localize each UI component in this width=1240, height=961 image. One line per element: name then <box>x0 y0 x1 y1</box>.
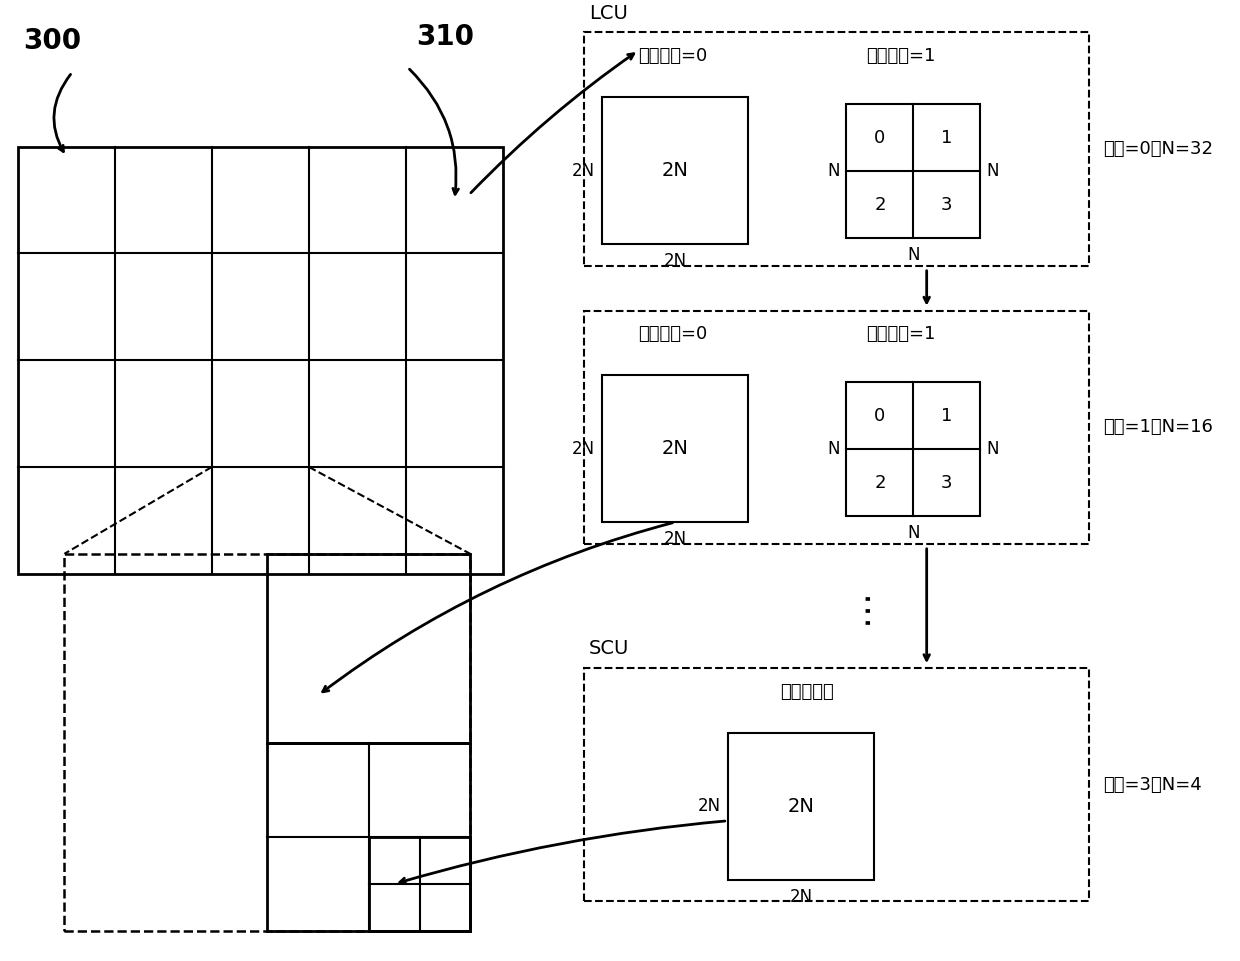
Text: ⋯: ⋯ <box>849 588 883 624</box>
Text: 2N: 2N <box>572 439 595 457</box>
Text: 3: 3 <box>941 474 952 492</box>
Text: 分区信息=1: 分区信息=1 <box>867 326 936 343</box>
Text: 2N: 2N <box>787 797 815 816</box>
Text: 深度=3，N=4: 深度=3，N=4 <box>1102 776 1202 794</box>
Text: 2N: 2N <box>662 439 688 458</box>
Text: 2N: 2N <box>663 252 687 270</box>
Text: 2N: 2N <box>698 797 720 815</box>
Text: SCU: SCU <box>589 639 630 658</box>
Text: 3: 3 <box>941 195 952 213</box>
Text: 310: 310 <box>417 23 474 51</box>
Text: 2N: 2N <box>663 530 687 548</box>
Text: LCU: LCU <box>589 4 627 22</box>
Text: 2N: 2N <box>790 888 812 905</box>
Text: N: N <box>908 246 920 264</box>
Text: N: N <box>986 162 998 180</box>
Text: 1: 1 <box>941 407 952 425</box>
Text: 分区信息=0: 分区信息=0 <box>639 47 708 65</box>
Text: N: N <box>908 524 920 542</box>
Text: 深度=0，N=32: 深度=0，N=32 <box>1102 140 1213 159</box>
Text: 1: 1 <box>941 129 952 146</box>
Text: N: N <box>827 440 839 458</box>
Text: N: N <box>827 162 839 180</box>
Text: 分区信息=1: 分区信息=1 <box>867 47 936 65</box>
Text: 分区信息=0: 分区信息=0 <box>639 326 708 343</box>
Text: 2N: 2N <box>662 161 688 180</box>
Text: 0: 0 <box>874 407 885 425</box>
Text: 2N: 2N <box>572 161 595 180</box>
Text: 2: 2 <box>874 195 885 213</box>
Text: 深度=1，N=16: 深度=1，N=16 <box>1102 418 1213 436</box>
Text: 300: 300 <box>24 27 82 56</box>
Text: 0: 0 <box>874 129 885 146</box>
Text: 2: 2 <box>874 474 885 492</box>
Text: N: N <box>986 440 998 458</box>
Text: 无分区信息: 无分区信息 <box>780 683 833 701</box>
